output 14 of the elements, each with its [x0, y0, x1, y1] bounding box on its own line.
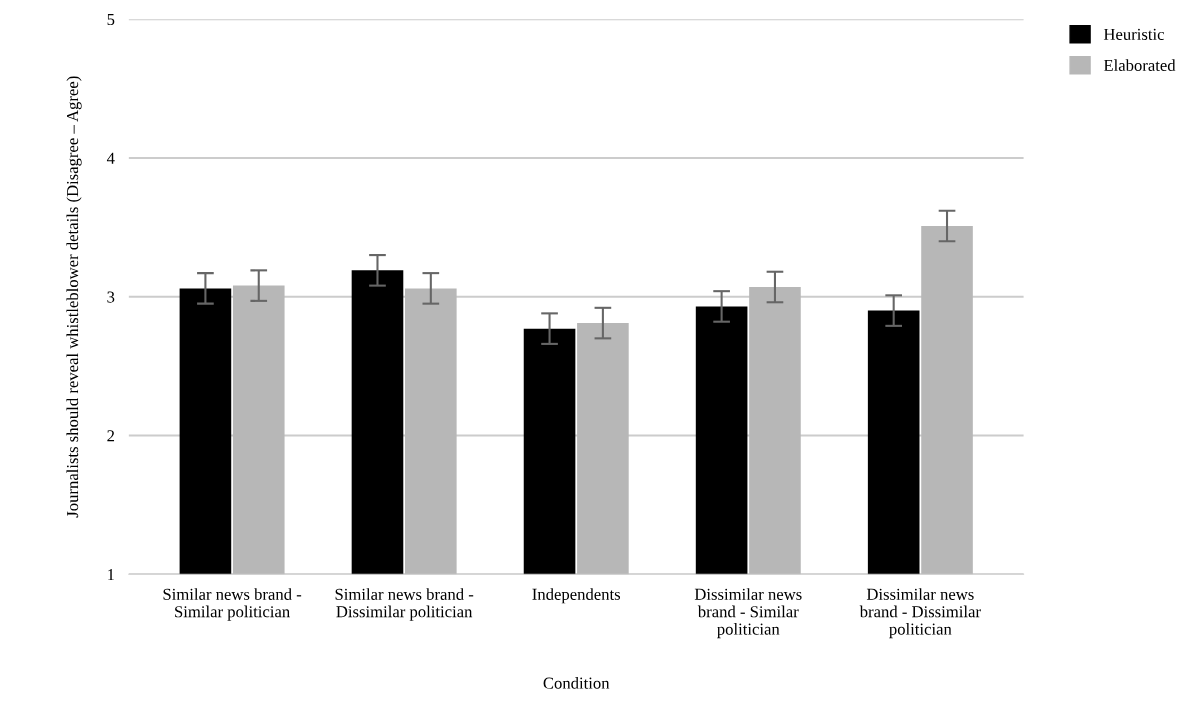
- y-tick-label: 3: [107, 291, 115, 303]
- x-tick-label: Similar news brand - Similar politician: [163, 588, 302, 621]
- y-tick-label: 1: [108, 569, 114, 581]
- y-tick-label: 5: [107, 14, 115, 26]
- x-tick-label: Similar news brand - Dissimilar politician: [335, 588, 474, 621]
- y-tick-label: 2: [107, 430, 115, 442]
- x-tick-label: Independents: [532, 588, 621, 604]
- x-tick-label: Dissimilar news brand - Dissimilar politician: [859, 588, 981, 639]
- legend-label: Elaborated: [1103, 59, 1176, 72]
- legend-label: Heuristic: [1103, 28, 1165, 40]
- y-tick-label: 4: [106, 152, 115, 164]
- x-tick-label: Dissimilar news brand - Similar politician: [694, 588, 802, 639]
- x-axis-title: Condition: [543, 677, 610, 689]
- y-axis-title: Journalists should reveal whistleblower details (Disagree – Agree): [66, 76, 82, 518]
